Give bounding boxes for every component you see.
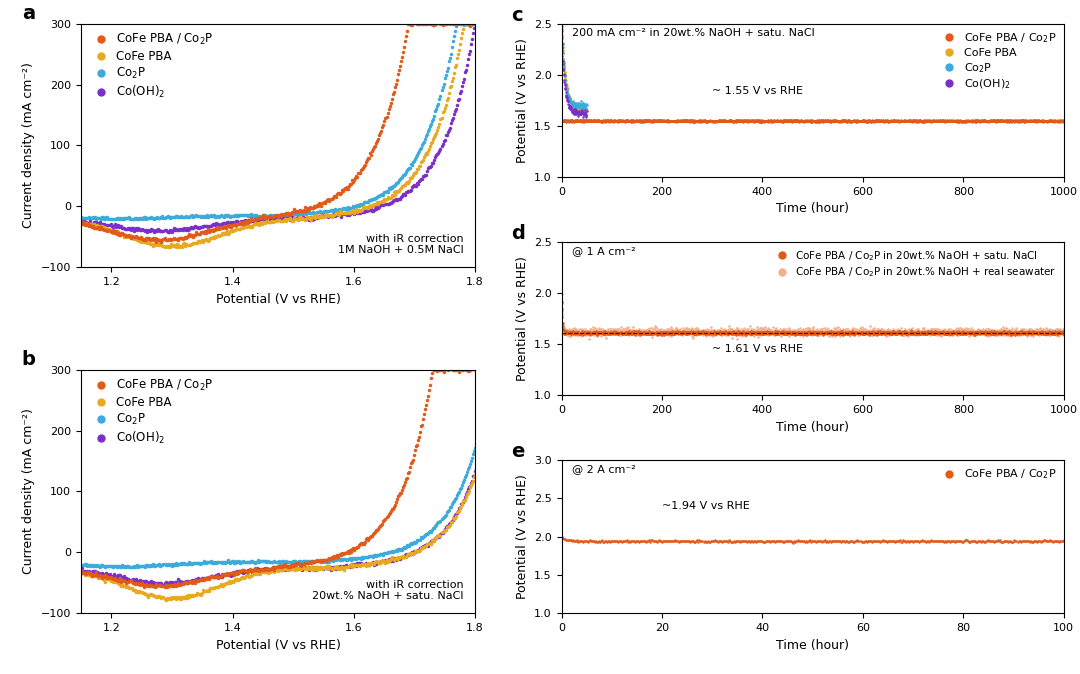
Text: ~1.94 V vs RHE: ~1.94 V vs RHE bbox=[662, 501, 750, 511]
CoFe PBA / Co$_2$P bbox=[1057, 537, 1070, 545]
Y-axis label: Current density (mA cm⁻²): Current density (mA cm⁻²) bbox=[23, 63, 36, 228]
X-axis label: Potential (V vs RHE): Potential (V vs RHE) bbox=[216, 293, 340, 305]
CoFe PBA / Co$_2$P in 20wt.% NaOH + satu. NaCl bbox=[555, 299, 568, 307]
Text: @ 2 A cm⁻²: @ 2 A cm⁻² bbox=[571, 464, 635, 474]
Legend: CoFe PBA / Co$_2$P in 20wt.% NaOH + satu. NaCl, CoFe PBA / Co$_2$P in 20wt.% NaO: CoFe PBA / Co$_2$P in 20wt.% NaOH + satu… bbox=[769, 247, 1058, 281]
CoFe PBA / Co$_2$P in 20wt.% NaOH + satu. NaCl bbox=[799, 329, 812, 337]
CoFe PBA / Co$_2$P in 20wt.% NaOH + real seawater bbox=[555, 290, 568, 298]
Line: CoFe PBA / Co$_2$P in 20wt.% NaOH + real seawater: CoFe PBA / Co$_2$P in 20wt.% NaOH + real… bbox=[561, 293, 1065, 340]
Y-axis label: Potential (V vs RHE): Potential (V vs RHE) bbox=[515, 474, 528, 599]
CoFe PBA / Co$_2$P bbox=[968, 537, 981, 545]
Y-axis label: Potential (V vs RHE): Potential (V vs RHE) bbox=[515, 38, 528, 163]
CoFe PBA / Co$_2$P in 20wt.% NaOH + real seawater bbox=[731, 335, 744, 343]
CoFe PBA / Co$_2$P in 20wt.% NaOH + real seawater bbox=[1057, 325, 1070, 333]
CoFe PBA / Co$_2$P in 20wt.% NaOH + satu. NaCl bbox=[1057, 329, 1070, 337]
Legend: CoFe PBA / Co$_2$P, CoFe PBA, Co$_2$P, Co(OH)$_2$: CoFe PBA / Co$_2$P, CoFe PBA, Co$_2$P, C… bbox=[86, 30, 216, 102]
Text: b: b bbox=[22, 350, 36, 369]
CoFe PBA / Co$_2$P bbox=[1047, 538, 1059, 546]
Line: CoFe PBA / Co$_2$P in 20wt.% NaOH + satu. NaCl: CoFe PBA / Co$_2$P in 20wt.% NaOH + satu… bbox=[561, 301, 1065, 336]
Text: c: c bbox=[512, 5, 523, 24]
CoFe PBA / Co$_2$P bbox=[855, 538, 868, 546]
CoFe PBA / Co$_2$P in 20wt.% NaOH + real seawater bbox=[1043, 330, 1056, 338]
Y-axis label: Potential (V vs RHE): Potential (V vs RHE) bbox=[515, 256, 528, 381]
CoFe PBA / Co$_2$P bbox=[786, 539, 799, 547]
CoFe PBA / Co$_2$P in 20wt.% NaOH + satu. NaCl bbox=[1043, 327, 1056, 335]
X-axis label: Time (hour): Time (hour) bbox=[777, 202, 849, 216]
X-axis label: Potential (V vs RHE): Potential (V vs RHE) bbox=[216, 639, 340, 652]
Text: 200 mA cm⁻² in 20wt.% NaOH + satu. NaCl: 200 mA cm⁻² in 20wt.% NaOH + satu. NaCl bbox=[571, 28, 814, 38]
CoFe PBA / Co$_2$P bbox=[828, 537, 841, 545]
CoFe PBA / Co$_2$P in 20wt.% NaOH + real seawater bbox=[581, 327, 594, 335]
CoFe PBA / Co$_2$P in 20wt.% NaOH + real seawater bbox=[950, 325, 963, 333]
Text: ~ 1.61 V vs RHE: ~ 1.61 V vs RHE bbox=[713, 344, 804, 354]
Text: @ 1 A cm⁻²: @ 1 A cm⁻² bbox=[571, 246, 635, 256]
CoFe PBA / Co$_2$P bbox=[555, 533, 568, 541]
Legend: CoFe PBA / Co$_2$P, CoFe PBA, Co$_2$P, Co(OH)$_2$: CoFe PBA / Co$_2$P, CoFe PBA, Co$_2$P, C… bbox=[935, 29, 1058, 93]
CoFe PBA / Co$_2$P in 20wt.% NaOH + satu. NaCl bbox=[786, 329, 799, 337]
CoFe PBA / Co$_2$P in 20wt.% NaOH + real seawater bbox=[799, 329, 812, 337]
CoFe PBA / Co$_2$P in 20wt.% NaOH + satu. NaCl bbox=[581, 329, 594, 337]
CoFe PBA / Co$_2$P in 20wt.% NaOH + satu. NaCl bbox=[967, 331, 980, 339]
Text: ~ 1.55 V vs RHE: ~ 1.55 V vs RHE bbox=[713, 86, 804, 96]
CoFe PBA / Co$_2$P bbox=[798, 537, 811, 545]
Legend: CoFe PBA / Co$_2$P, CoFe PBA, Co$_2$P, Co(OH)$_2$: CoFe PBA / Co$_2$P, CoFe PBA, Co$_2$P, C… bbox=[86, 375, 216, 448]
X-axis label: Time (hour): Time (hour) bbox=[777, 639, 849, 652]
CoFe PBA / Co$_2$P in 20wt.% NaOH + real seawater bbox=[1043, 328, 1056, 336]
CoFe PBA / Co$_2$P in 20wt.% NaOH + satu. NaCl bbox=[950, 328, 963, 336]
Text: with iR correction
20wt.% NaOH + satu. NaCl: with iR correction 20wt.% NaOH + satu. N… bbox=[312, 580, 463, 601]
Text: e: e bbox=[512, 441, 525, 461]
X-axis label: Time (hour): Time (hour) bbox=[777, 421, 849, 433]
Line: CoFe PBA / Co$_2$P: CoFe PBA / Co$_2$P bbox=[561, 536, 1065, 544]
Text: a: a bbox=[22, 4, 35, 23]
Text: with iR correction
1M NaOH + 0.5M NaCl: with iR correction 1M NaOH + 0.5M NaCl bbox=[338, 233, 463, 255]
CoFe PBA / Co$_2$P in 20wt.% NaOH + real seawater bbox=[786, 327, 799, 335]
CoFe PBA / Co$_2$P bbox=[795, 537, 808, 545]
CoFe PBA / Co$_2$P in 20wt.% NaOH + satu. NaCl bbox=[1043, 329, 1056, 337]
Y-axis label: Current density (mA cm⁻²): Current density (mA cm⁻²) bbox=[23, 408, 36, 574]
Text: d: d bbox=[512, 224, 525, 243]
Legend: CoFe PBA / Co$_2$P: CoFe PBA / Co$_2$P bbox=[935, 465, 1058, 483]
